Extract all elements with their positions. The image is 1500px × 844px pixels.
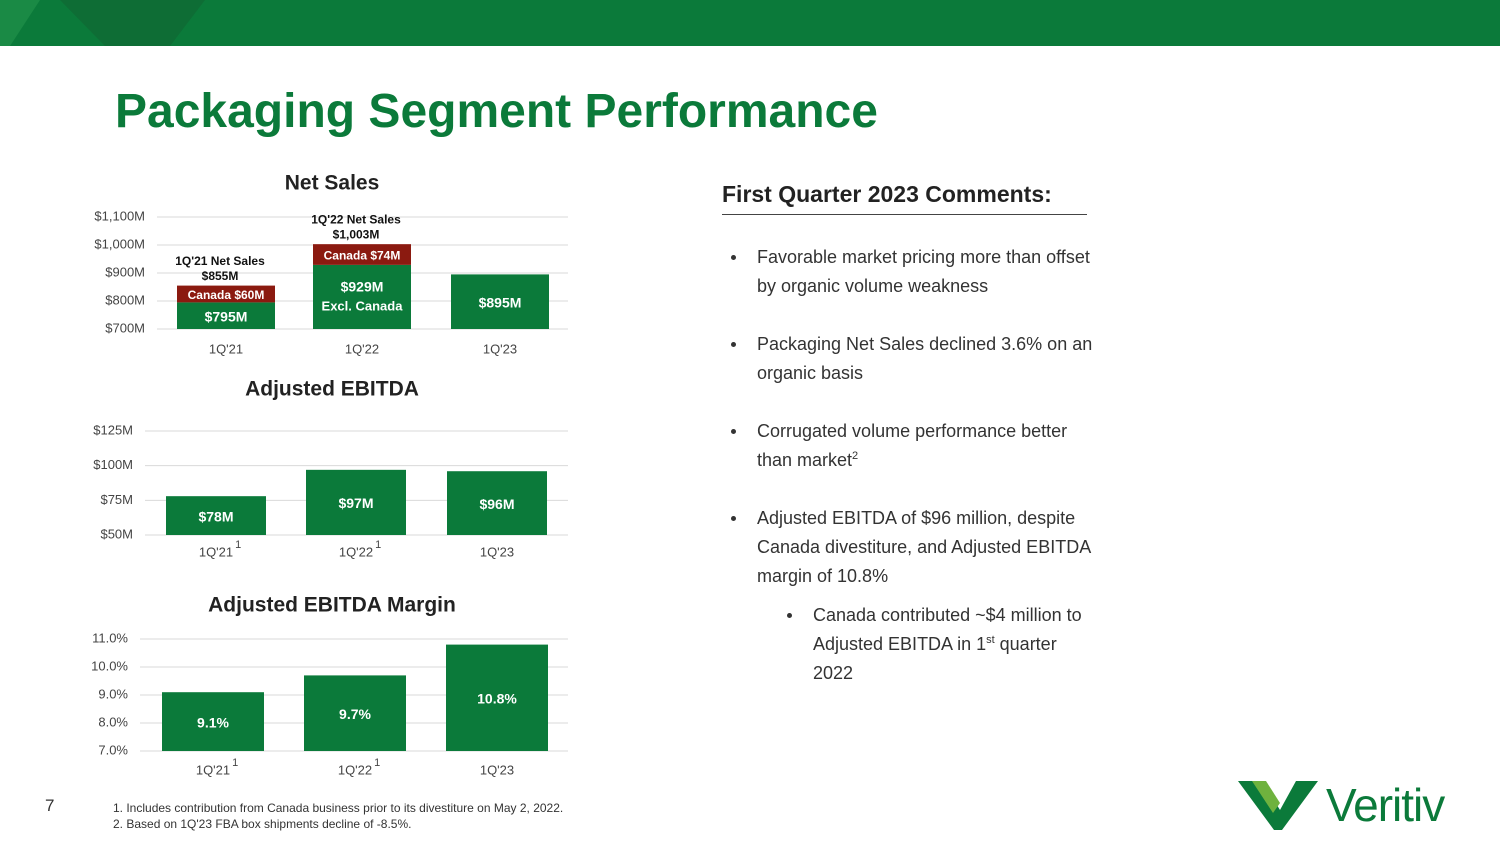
value-label: $929M [341, 279, 384, 295]
x-tick-label: 1Q'21 [209, 341, 243, 356]
y-tick-label: $900M [105, 264, 145, 279]
bar [447, 471, 547, 535]
bullet-item: Packaging Net Sales declined 3.6% on an … [730, 330, 1107, 388]
bullet-dot [731, 429, 736, 434]
y-tick-label: $800M [105, 292, 145, 307]
value-sublabel: Excl. Canada [322, 298, 404, 313]
x-tick-note: 1 [374, 757, 380, 769]
x-tick-note: 1 [235, 539, 241, 551]
value-label: $795M [205, 308, 248, 324]
value-label: $96M [479, 496, 514, 512]
y-tick-label: 7.0% [98, 742, 128, 757]
value-label: $895M [479, 294, 522, 310]
x-tick-label: 1Q'22 [339, 544, 373, 559]
bar-segment [313, 264, 411, 329]
slide-title: Packaging Segment Performance [115, 85, 878, 138]
x-tick-label: 1Q'21 [196, 762, 230, 777]
bar-segment [451, 274, 549, 329]
x-tick-label: 1Q'22 [345, 341, 379, 356]
bullet-item: Corrugated volume performance better tha… [730, 417, 1107, 475]
comments-list: Favorable market pricing more than offse… [730, 243, 1110, 717]
bar [166, 496, 266, 535]
y-tick-label: $1,000M [94, 236, 145, 251]
bar [306, 469, 406, 535]
y-tick-label: 8.0% [98, 714, 128, 729]
page-number: 7 [45, 796, 55, 815]
y-tick-label: $700M [105, 320, 145, 335]
superscript: st [986, 634, 995, 646]
logo-chevron [1252, 781, 1280, 813]
chart-title: Adjusted EBITDA Margin [208, 594, 456, 617]
y-tick-label: 9.0% [98, 686, 128, 701]
bar-segment [177, 285, 275, 303]
annotation: 1Q'22 Net Sales [311, 212, 401, 226]
bar-segment [313, 244, 411, 265]
y-tick-label: 11.0% [92, 630, 128, 645]
bullet-text: Favorable market pricing more than offse… [757, 247, 1090, 296]
x-tick-label: 1Q'21 [199, 544, 233, 559]
chart-title: Adjusted EBITDA [245, 378, 419, 401]
logo-chevron [1238, 781, 1318, 830]
superscript: 2 [852, 450, 859, 462]
bar [162, 692, 264, 751]
bullet-dot [731, 516, 736, 521]
bar [304, 675, 406, 751]
x-tick-label: 1Q'23 [483, 341, 517, 356]
footnotes: 1. Includes contribution from Canada bus… [113, 800, 563, 832]
bar-segment [177, 302, 275, 329]
top-bar [0, 0, 1500, 46]
y-tick-label: 10.0% [91, 658, 128, 673]
value-label: Canada $74M [324, 249, 401, 263]
x-tick-note: 1 [375, 539, 381, 551]
bullet-text: Canada contributed ~$4 million to Adjust… [813, 605, 1082, 654]
bullet-text: quarter 2022 [813, 634, 1057, 683]
top-bar-accent [0, 0, 40, 46]
value-label: 9.7% [339, 706, 371, 722]
value-label: $78M [198, 508, 233, 524]
y-tick-label: $50M [100, 526, 133, 541]
top-bar-accent [60, 0, 205, 46]
annotation: $855M [202, 269, 239, 283]
chart-title: Net Sales [285, 172, 380, 195]
annotation: $1,003M [333, 227, 380, 241]
bullet-item: Favorable market pricing more than offse… [730, 243, 1107, 301]
bullet-dot [731, 342, 736, 347]
bullet-text: Corrugated volume performance better tha… [757, 421, 1068, 470]
bullet-item: Adjusted EBITDA of $96 million, despite … [730, 504, 1107, 688]
bullet-dot [787, 613, 792, 618]
y-tick-label: $75M [100, 492, 133, 507]
bar [446, 644, 548, 751]
logo-text: Veritiv [1326, 779, 1445, 831]
bullet-text: Adjusted EBITDA of $96 million, despite … [757, 508, 1091, 586]
value-label: 10.8% [477, 691, 517, 707]
x-tick-label: 1Q'23 [480, 544, 514, 559]
x-tick-label: 1Q'22 [338, 762, 372, 777]
bullet-dot [731, 255, 736, 260]
bullet-text: Packaging Net Sales declined 3.6% on an … [757, 334, 1093, 383]
value-label: 9.1% [197, 714, 229, 730]
value-label: $97M [338, 495, 373, 511]
x-tick-note: 1 [232, 757, 238, 769]
y-tick-label: $125M [93, 422, 133, 437]
footnote: 2. Based on 1Q'23 FBA box shipments decl… [113, 817, 412, 831]
y-tick-label: $100M [93, 457, 133, 472]
x-tick-label: 1Q'23 [480, 762, 514, 777]
annotation: 1Q'21 Net Sales [175, 254, 265, 268]
bullet-item: Canada contributed ~$4 million to Adjust… [786, 601, 1098, 688]
y-tick-label: $1,100M [94, 208, 145, 223]
footnote: 1. Includes contribution from Canada bus… [113, 801, 564, 815]
value-label: Canada $60M [188, 288, 265, 302]
comments-heading: First Quarter 2023 Comments: [722, 181, 1087, 215]
logo-mark [1238, 781, 1318, 830]
